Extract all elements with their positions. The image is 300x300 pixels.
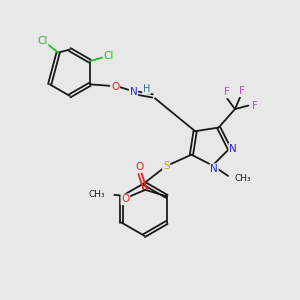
Text: O: O: [136, 162, 144, 172]
Text: O: O: [121, 194, 130, 204]
Text: N: N: [130, 87, 137, 97]
Text: F: F: [224, 88, 230, 98]
Text: H: H: [143, 84, 150, 94]
Text: F: F: [252, 100, 258, 110]
Text: F: F: [239, 86, 245, 96]
Text: Cl: Cl: [37, 36, 48, 46]
Text: Cl: Cl: [104, 51, 114, 62]
Text: O: O: [111, 82, 119, 92]
Text: CH₃: CH₃: [235, 174, 251, 183]
Text: CH₃: CH₃: [89, 190, 106, 200]
Text: N: N: [229, 144, 237, 154]
Text: S: S: [163, 161, 169, 171]
Text: N: N: [210, 164, 218, 174]
